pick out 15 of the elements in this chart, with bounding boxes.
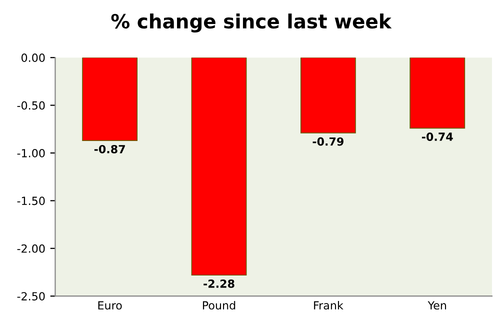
y-tick-label: -1.50 (17, 196, 45, 206)
data-label: -0.74 (422, 132, 453, 141)
chart-title: % change since last week (111, 14, 392, 33)
y-tick-label: -0.50 (17, 101, 45, 110)
y-tick-label: -2.50 (17, 292, 45, 300)
y-tick-label: 0.00 (21, 54, 45, 62)
x-tick-label: Frank (314, 300, 344, 310)
data-label: -2.28 (204, 279, 234, 288)
y-tick-label: -1.00 (17, 148, 45, 158)
y-tick-label: -2.00 (17, 244, 45, 253)
data-label: -0.79 (312, 137, 344, 146)
x-tick-label: Yen (428, 301, 446, 310)
x-tick-label: Pound (202, 300, 236, 310)
x-tick-label: Euro (98, 301, 122, 310)
data-label: -0.87 (94, 144, 125, 154)
